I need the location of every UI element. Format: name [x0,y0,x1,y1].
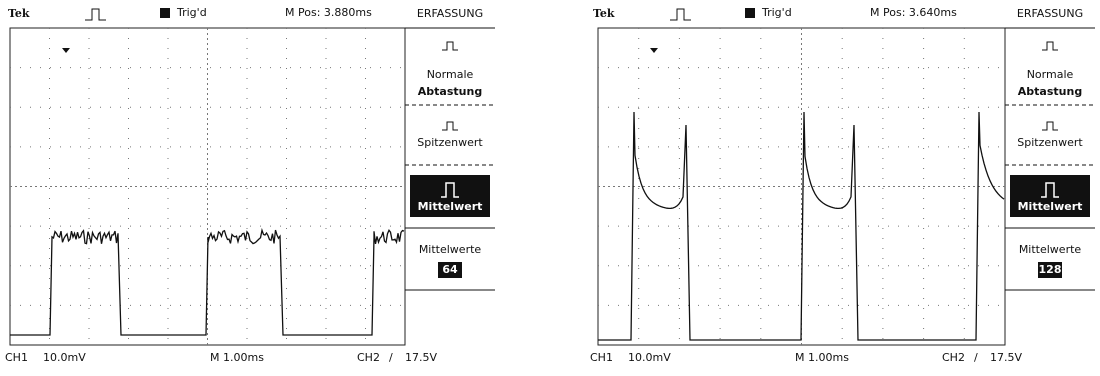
position: M Pos: 3.880ms [285,6,372,19]
menu-item: Spitzenwert [1017,136,1083,149]
pulse-icon [1042,122,1058,130]
menu-item: Mittelwert [418,200,483,213]
brand: Tek [593,7,615,20]
menu-item: Normale [1027,68,1074,81]
channel: CH2 [942,351,965,364]
menu-item: Abtastung [1018,85,1082,98]
trigger-marker [62,48,70,53]
position: M Pos: 3.640ms [870,6,957,19]
trigger-marker [650,48,658,53]
timebase: M 1.00ms [795,351,849,364]
pulse-icon [442,42,458,50]
trigger-status: Trig'd [176,6,207,19]
menu-item: Normale [427,68,474,81]
pulse-icon [670,9,691,20]
trigger-icon [160,8,170,18]
screenshots: Tek Trig'd M Pos: 3.880ms ERFASSUNG Normale A… [0,0,1100,372]
menu-value: 128 [1039,263,1062,276]
menu-item: Mittelwerte [419,243,482,256]
brand: Tek [8,7,30,20]
menu-item: Mittelwert [1018,200,1083,213]
channel-scale: 10.0mV [628,351,671,364]
menu-title: ERFASSUNG [417,7,483,20]
trigger-icon [745,8,755,18]
channel: CH2 [357,351,380,364]
menu-item: Spitzenwert [417,136,483,149]
pulse-icon [1042,42,1058,50]
menu-item: Abtastung [418,85,482,98]
pulse-icon [85,9,106,20]
channel-scale: 10.0mV [43,351,86,364]
channel: CH1 [5,351,28,364]
trigger-slope: / [389,351,393,364]
timebase: M 1.00ms [210,351,264,364]
trigger-slope: / [974,351,978,364]
trigger-level: 17.5V [990,351,1022,364]
menu-value: 64 [442,263,458,276]
pulse-icon [442,122,458,130]
channel: CH1 [590,351,613,364]
trigger-status: Trig'd [761,6,792,19]
menu-item: Mittelwerte [1019,243,1082,256]
trigger-level: 17.5V [405,351,437,364]
menu-title: ERFASSUNG [1017,7,1083,20]
